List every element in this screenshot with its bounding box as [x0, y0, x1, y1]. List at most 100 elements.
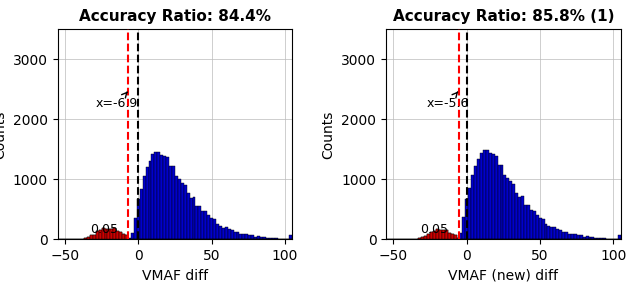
- Bar: [93, 235, 96, 239]
- Bar: [477, 159, 480, 239]
- Bar: [166, 157, 169, 239]
- Bar: [439, 230, 442, 239]
- Bar: [474, 166, 477, 239]
- Bar: [84, 238, 87, 239]
- Bar: [428, 234, 430, 239]
- Bar: [424, 236, 428, 239]
- Bar: [110, 229, 113, 239]
- Bar: [263, 237, 266, 239]
- Bar: [128, 237, 131, 239]
- Bar: [448, 233, 451, 239]
- Bar: [530, 210, 533, 239]
- Bar: [454, 234, 456, 239]
- Bar: [591, 237, 595, 239]
- Bar: [90, 235, 93, 239]
- Bar: [99, 230, 102, 239]
- Bar: [442, 230, 445, 239]
- Bar: [433, 231, 436, 239]
- Title: Accuracy Ratio: 84.4%: Accuracy Ratio: 84.4%: [79, 9, 271, 24]
- Bar: [460, 233, 463, 239]
- Bar: [125, 235, 128, 239]
- Bar: [184, 185, 187, 239]
- Bar: [445, 230, 448, 239]
- Text: x=-6.9: x=-6.9: [96, 92, 138, 110]
- Bar: [257, 237, 260, 239]
- Bar: [275, 238, 278, 239]
- Bar: [251, 235, 254, 239]
- Bar: [471, 175, 474, 239]
- Bar: [137, 199, 140, 239]
- Bar: [245, 234, 248, 239]
- Bar: [102, 228, 104, 239]
- Bar: [527, 205, 530, 239]
- Bar: [463, 218, 465, 239]
- Bar: [119, 232, 122, 239]
- Bar: [541, 219, 545, 239]
- Bar: [160, 155, 163, 239]
- Bar: [157, 152, 160, 239]
- Y-axis label: Counts: Counts: [322, 110, 336, 159]
- Bar: [456, 238, 460, 239]
- Bar: [495, 156, 498, 239]
- Bar: [492, 154, 495, 239]
- Bar: [600, 238, 604, 239]
- Bar: [122, 234, 125, 239]
- Bar: [480, 153, 483, 239]
- Bar: [448, 233, 451, 239]
- Bar: [515, 192, 518, 239]
- Bar: [451, 234, 454, 239]
- Bar: [595, 238, 597, 239]
- Bar: [565, 232, 568, 239]
- Bar: [189, 198, 193, 239]
- Bar: [618, 235, 621, 239]
- Bar: [272, 238, 275, 239]
- Bar: [102, 228, 104, 239]
- Bar: [119, 232, 122, 239]
- Bar: [568, 234, 571, 239]
- Bar: [554, 227, 556, 239]
- Bar: [143, 175, 146, 239]
- Bar: [430, 232, 433, 239]
- Bar: [113, 228, 116, 239]
- Bar: [556, 229, 559, 239]
- Bar: [178, 179, 180, 239]
- Title: Accuracy Ratio: 85.8% (1): Accuracy Ratio: 85.8% (1): [393, 9, 614, 24]
- Bar: [512, 184, 515, 239]
- Bar: [193, 197, 195, 239]
- Bar: [421, 237, 424, 239]
- Y-axis label: Counts: Counts: [0, 110, 7, 159]
- Bar: [254, 237, 257, 239]
- Bar: [550, 227, 554, 239]
- Bar: [506, 178, 509, 239]
- Bar: [574, 234, 577, 239]
- Bar: [230, 230, 234, 239]
- Bar: [96, 231, 99, 239]
- Bar: [93, 235, 96, 239]
- Bar: [468, 188, 471, 239]
- Bar: [559, 230, 562, 239]
- Bar: [237, 232, 239, 239]
- Bar: [547, 225, 550, 239]
- Bar: [210, 218, 213, 239]
- Bar: [113, 228, 116, 239]
- Bar: [536, 215, 539, 239]
- Bar: [465, 199, 468, 239]
- Text: 0.05: 0.05: [420, 223, 449, 237]
- Bar: [99, 230, 102, 239]
- Bar: [562, 232, 565, 239]
- Bar: [216, 224, 219, 239]
- Bar: [134, 218, 137, 239]
- Bar: [108, 229, 110, 239]
- Bar: [131, 233, 134, 239]
- Bar: [243, 234, 245, 239]
- Bar: [207, 215, 210, 239]
- Bar: [213, 219, 216, 239]
- Bar: [122, 234, 125, 239]
- Bar: [521, 196, 524, 239]
- Bar: [436, 230, 439, 239]
- Bar: [489, 153, 492, 239]
- Bar: [108, 229, 110, 239]
- Bar: [504, 175, 506, 239]
- Bar: [146, 167, 148, 239]
- Bar: [222, 227, 225, 239]
